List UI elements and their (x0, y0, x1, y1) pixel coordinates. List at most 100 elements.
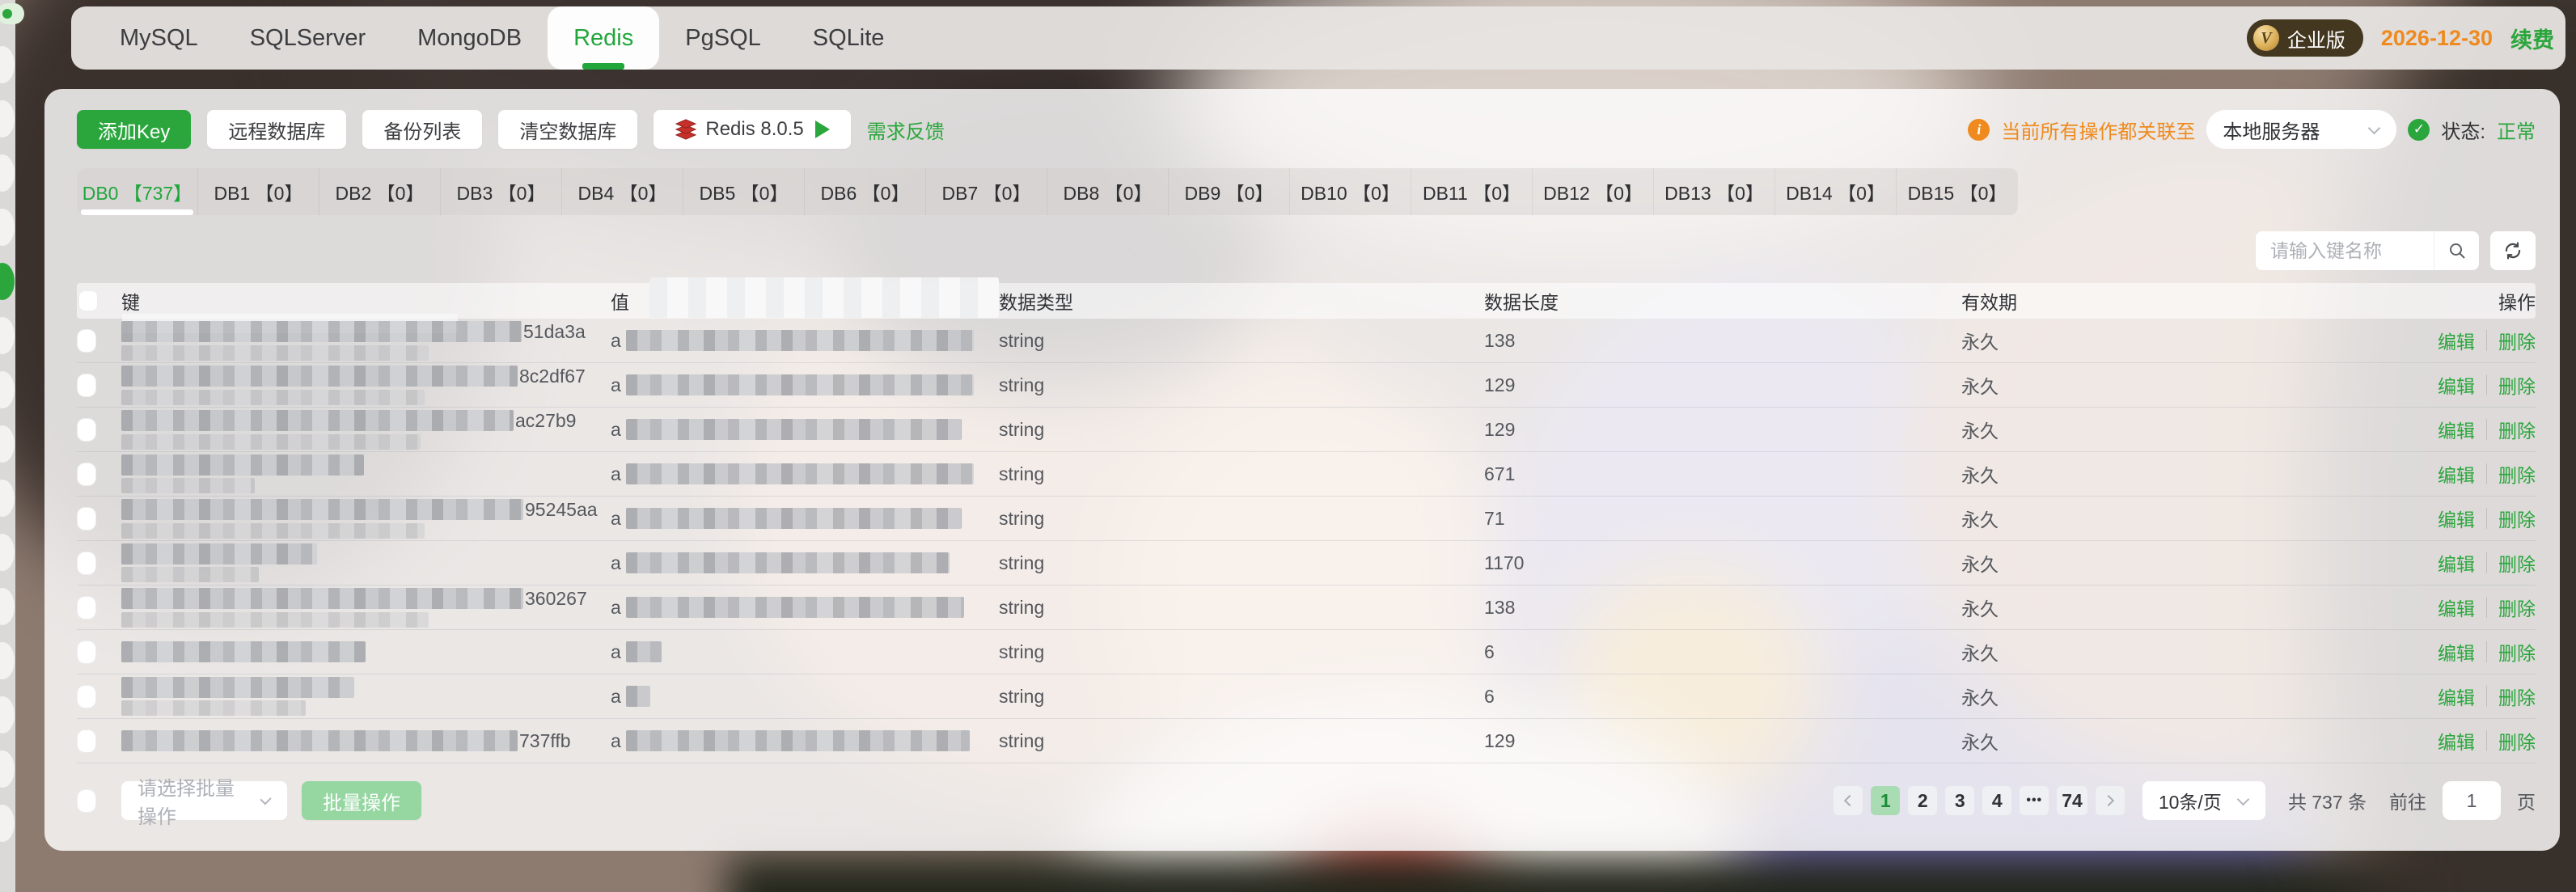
edit-link[interactable]: 编辑 (2438, 598, 2475, 619)
nav-tab-sqlserver[interactable]: SQLServer (249, 25, 366, 51)
page-number-button[interactable]: 4 (1982, 786, 2012, 815)
delete-link[interactable]: 删除 (2498, 598, 2536, 619)
renew-link[interactable]: 续费 (2510, 27, 2554, 53)
sidebar-oval-item[interactable] (0, 480, 15, 517)
row-checkbox[interactable] (77, 729, 96, 753)
page-number-button[interactable]: 3 (1945, 786, 1975, 815)
delete-link[interactable]: 删除 (2498, 554, 2536, 575)
sidebar-oval-item[interactable] (0, 425, 15, 463)
db-tab[interactable]: DB13 【0】 (1654, 168, 1775, 215)
db-tab[interactable]: DB2 【0】 (319, 168, 441, 215)
row-checkbox[interactable] (77, 328, 96, 353)
flush-db-button[interactable]: 清空数据库 (498, 110, 638, 149)
db-tab[interactable]: DB7 【0】 (926, 168, 1047, 215)
refresh-button[interactable] (2490, 231, 2536, 270)
delete-link[interactable]: 删除 (2498, 421, 2536, 442)
db-tab[interactable]: DB6 【0】 (805, 168, 926, 215)
db-tab[interactable]: DB11 【0】 (1411, 168, 1533, 215)
nav-tab-mysql[interactable]: MySQL (120, 25, 198, 51)
edit-link[interactable]: 编辑 (2438, 376, 2475, 397)
server-version-button[interactable]: Redis 8.0.5 (654, 110, 851, 149)
sidebar-oval-item[interactable] (0, 209, 15, 246)
delete-link[interactable]: 删除 (2498, 376, 2536, 397)
delete-link[interactable]: 删除 (2498, 732, 2536, 753)
db-tab[interactable]: DB9 【0】 (1169, 168, 1290, 215)
edit-link[interactable]: 编辑 (2438, 421, 2475, 442)
row-checkbox[interactable] (77, 640, 96, 664)
edit-link[interactable]: 编辑 (2438, 509, 2475, 531)
edit-link[interactable]: 编辑 (2438, 643, 2475, 664)
sidebar-oval-item[interactable] (0, 263, 15, 300)
edit-link[interactable]: 编辑 (2438, 554, 2475, 575)
next-page-button[interactable] (2095, 786, 2125, 815)
page-size-select[interactable]: 10条/页 (2142, 781, 2265, 820)
nav-tab-mongodb[interactable]: MongoDB (417, 25, 522, 51)
server-select[interactable]: 本地服务器 (2206, 110, 2397, 149)
db-tab[interactable]: DB3 【0】 (441, 168, 562, 215)
row-checkbox[interactable] (77, 506, 96, 531)
add-key-button[interactable]: 添加Key (77, 110, 192, 149)
sidebar-oval-item[interactable] (0, 534, 15, 571)
db-tab[interactable]: DB4 【0】 (562, 168, 683, 215)
edit-link[interactable]: 编辑 (2438, 732, 2475, 753)
prev-page-button[interactable] (1834, 786, 1863, 815)
toolbar-right: i 当前所有操作都关联至 本地服务器 ✓ 状态: 正常 (1968, 110, 2536, 149)
row-checkbox[interactable] (77, 595, 96, 619)
goto-page-input[interactable] (2443, 781, 2501, 820)
select-all-checkbox[interactable] (78, 290, 98, 311)
row-checkbox[interactable] (77, 417, 96, 442)
search-button[interactable] (2434, 231, 2479, 270)
sidebar-oval-item[interactable] (0, 642, 15, 679)
batch-action-select[interactable]: 请选择批量操作 (121, 778, 287, 828)
batch-action-button[interactable]: 批量操作 (302, 781, 421, 820)
remote-db-button[interactable]: 远程数据库 (207, 110, 347, 149)
page-ellipsis[interactable]: ••• (2020, 786, 2049, 815)
backup-list-button[interactable]: 备份列表 (362, 110, 483, 149)
nav-tab-pgsql[interactable]: PgSQL (685, 25, 761, 51)
page-number-button[interactable]: 1 (1871, 786, 1901, 815)
edit-link[interactable]: 编辑 (2438, 687, 2475, 708)
batch-select-checkbox[interactable] (77, 788, 96, 813)
db-tab[interactable]: DB10 【0】 (1290, 168, 1411, 215)
page-number-button[interactable]: 74 (2057, 786, 2087, 815)
page-number-button[interactable]: 2 (1908, 786, 1938, 815)
delete-link[interactable]: 删除 (2498, 509, 2536, 531)
sidebar-oval-item[interactable] (0, 317, 15, 354)
row-checkbox[interactable] (77, 684, 96, 708)
db-tab[interactable]: DB5 【0】 (683, 168, 805, 215)
db-tab[interactable]: DB12 【0】 (1533, 168, 1654, 215)
sidebar-oval-item[interactable] (0, 588, 15, 625)
sidebar-oval-item[interactable] (0, 805, 15, 842)
feedback-link[interactable]: 需求反馈 (866, 120, 945, 143)
sidebar-oval-item[interactable] (0, 371, 15, 408)
delete-link[interactable]: 删除 (2498, 687, 2536, 708)
nav-tab-redis[interactable]: Redis (548, 6, 660, 70)
db-tab[interactable]: DB15 【0】 (1907, 183, 2007, 204)
sidebar-oval-item[interactable] (0, 46, 15, 83)
license-badge[interactable]: V 企业版 (2246, 19, 2363, 57)
edit-link[interactable]: 编辑 (2438, 332, 2475, 353)
sidebar-top-badge[interactable] (0, 3, 24, 24)
db-tab[interactable]: DB1 【0】 (198, 168, 319, 215)
db-tab[interactable]: DB14 【0】 (1775, 168, 1897, 215)
delete-link[interactable]: 删除 (2498, 465, 2536, 486)
key-cell: 95245aa (121, 499, 611, 539)
db-tab[interactable]: DB0 【737】 (77, 168, 198, 215)
edit-link[interactable]: 编辑 (2438, 465, 2475, 486)
ttl-cell: 永久 (1961, 687, 1999, 708)
key-search-input[interactable] (2256, 239, 2434, 262)
db-tab[interactable]: DB8 【0】 (1047, 168, 1169, 215)
delete-link[interactable]: 删除 (2498, 643, 2536, 664)
row-checkbox[interactable] (77, 373, 96, 397)
delete-link[interactable]: 删除 (2498, 332, 2536, 353)
row-checkbox[interactable] (77, 462, 96, 486)
sidebar-oval-item[interactable] (0, 750, 15, 788)
row-checkbox[interactable] (77, 551, 96, 575)
play-icon[interactable] (814, 120, 830, 138)
value-redaction-mosaic (625, 374, 974, 395)
nav-tab-sqlite[interactable]: SQLite (812, 25, 885, 51)
sidebar-oval-item[interactable] (0, 154, 15, 192)
sidebar-oval-item[interactable] (0, 696, 15, 733)
sidebar-oval-item[interactable] (0, 100, 15, 137)
